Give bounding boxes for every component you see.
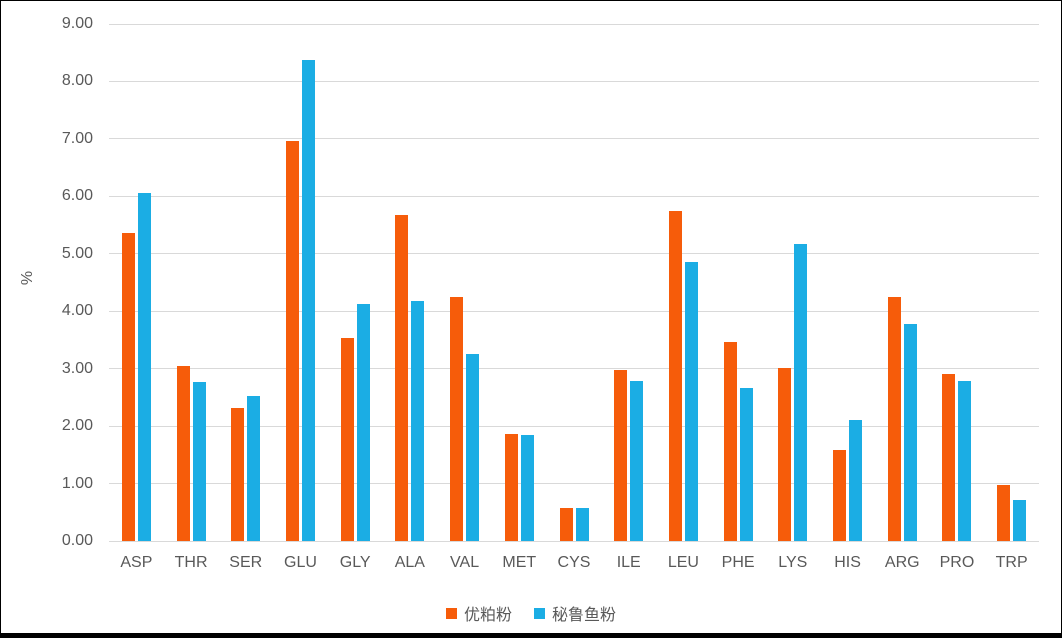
bar-优粕粉-HIS <box>833 450 846 541</box>
bar-秘鲁鱼粉-HIS <box>849 420 862 541</box>
bar-优粕粉-PHE <box>723 342 737 541</box>
bar-秘鲁鱼粉-LYS <box>794 244 808 541</box>
y-tick-label: 6.00 <box>61 187 93 205</box>
bar-优粕粉-ARG <box>887 297 901 541</box>
bar-秘鲁鱼粉-CYS <box>575 508 589 541</box>
bar-秘鲁鱼粉-ILE <box>630 381 644 541</box>
x-category-label-ASP: ASP <box>120 554 153 571</box>
gridline-3.00 <box>109 368 1039 370</box>
gridline-5.00 <box>109 253 1039 255</box>
y-tick-label: 1.00 <box>61 474 93 492</box>
legend-item-series-2: 秘鲁鱼粉 <box>534 601 616 625</box>
bar-优粕粉-ILE <box>614 370 628 541</box>
gridline-0.00 <box>109 540 1039 542</box>
x-category-label-ARG: ARG <box>884 554 920 571</box>
y-tick-label: 7.00 <box>61 129 93 147</box>
bar-秘鲁鱼粉-PRO <box>958 381 972 541</box>
bar-优粕粉-TRP <box>997 485 1011 541</box>
bar-优粕粉-ASP <box>121 233 135 541</box>
x-category-label-MET: MET <box>502 554 537 571</box>
bar-优粕粉-PRO <box>942 374 956 541</box>
x-category-label-THR: THR <box>174 554 208 571</box>
gridline-4.00 <box>109 310 1039 312</box>
gridline-9.00 <box>109 23 1039 25</box>
gridline-1.00 <box>109 483 1039 485</box>
bar-秘鲁鱼粉-MET <box>520 435 534 541</box>
legend: 优粕粉 秘鲁鱼粉 <box>1 601 1061 625</box>
x-category-label-SER: SER <box>229 554 263 571</box>
bar-优粕粉-VAL <box>450 297 464 541</box>
bar-秘鲁鱼粉-LEU <box>684 262 698 541</box>
bar-秘鲁鱼粉-GLU <box>302 60 315 541</box>
legend-swatch-orange-icon <box>445 607 457 619</box>
bar-秘鲁鱼粉-VAL <box>466 354 480 541</box>
x-category-label-LEU: LEU <box>667 554 699 571</box>
y-axis-title: % <box>19 270 36 286</box>
y-tick-label: 4.00 <box>61 302 93 320</box>
legend-item-series-1: 优粕粉 <box>445 601 512 625</box>
x-category-label-VAL: VAL <box>450 554 480 571</box>
bar-优粕粉-GLU <box>286 141 299 541</box>
bar-秘鲁鱼粉-ASP <box>137 193 151 541</box>
x-category-label-ILE: ILE <box>616 554 641 571</box>
gridline-6.00 <box>109 195 1039 197</box>
x-category-label-GLU: GLU <box>284 554 317 571</box>
bar-优粕粉-THR <box>176 366 190 541</box>
y-tick-label: 9.00 <box>61 15 93 32</box>
y-tick-label: 8.00 <box>61 72 93 90</box>
x-category-label-PRO: PRO <box>939 554 975 571</box>
bar-优粕粉-LEU <box>668 211 682 541</box>
bar-秘鲁鱼粉-THR <box>192 382 206 541</box>
bar-秘鲁鱼粉-PHE <box>739 388 753 541</box>
bar-秘鲁鱼粉-TRP <box>1013 500 1027 541</box>
bar-优粕粉-MET <box>504 434 518 541</box>
x-category-label-ALA: ALA <box>394 554 425 571</box>
bar-优粕粉-SER <box>231 408 245 541</box>
gridline-7.00 <box>109 138 1039 140</box>
bar-秘鲁鱼粉-GLY <box>356 304 370 541</box>
x-category-label-PHE: PHE <box>721 554 755 571</box>
x-category-label-HIS: HIS <box>834 554 861 571</box>
x-category-label-LYS: LYS <box>778 554 808 571</box>
bar-优粕粉-LYS <box>778 368 792 541</box>
x-category-label-GLY: GLY <box>339 554 371 571</box>
bar-优粕粉-CYS <box>559 508 573 541</box>
bar-秘鲁鱼粉-SER <box>247 396 261 541</box>
x-category-label-CYS: CYS <box>557 554 591 571</box>
legend-label-series-2: 秘鲁鱼粉 <box>552 607 617 624</box>
y-tick-label: 0.00 <box>61 532 93 549</box>
y-tick-label: 5.00 <box>61 244 93 262</box>
gridline-8.00 <box>109 80 1039 82</box>
x-category-label-TRP: TRP <box>995 554 1028 571</box>
legend-swatch-blue-icon <box>534 607 545 619</box>
gridline-2.00 <box>109 425 1039 427</box>
bar-优粕粉-ALA <box>395 215 409 541</box>
bar-优粕粉-GLY <box>340 338 354 541</box>
legend-label-series-1: 优粕粉 <box>463 607 512 624</box>
y-tick-label: 2.00 <box>61 417 93 435</box>
y-tick-label: 3.00 <box>61 359 93 377</box>
bar-秘鲁鱼粉-ARG <box>903 324 917 541</box>
bar-秘鲁鱼粉-ALA <box>411 301 425 541</box>
